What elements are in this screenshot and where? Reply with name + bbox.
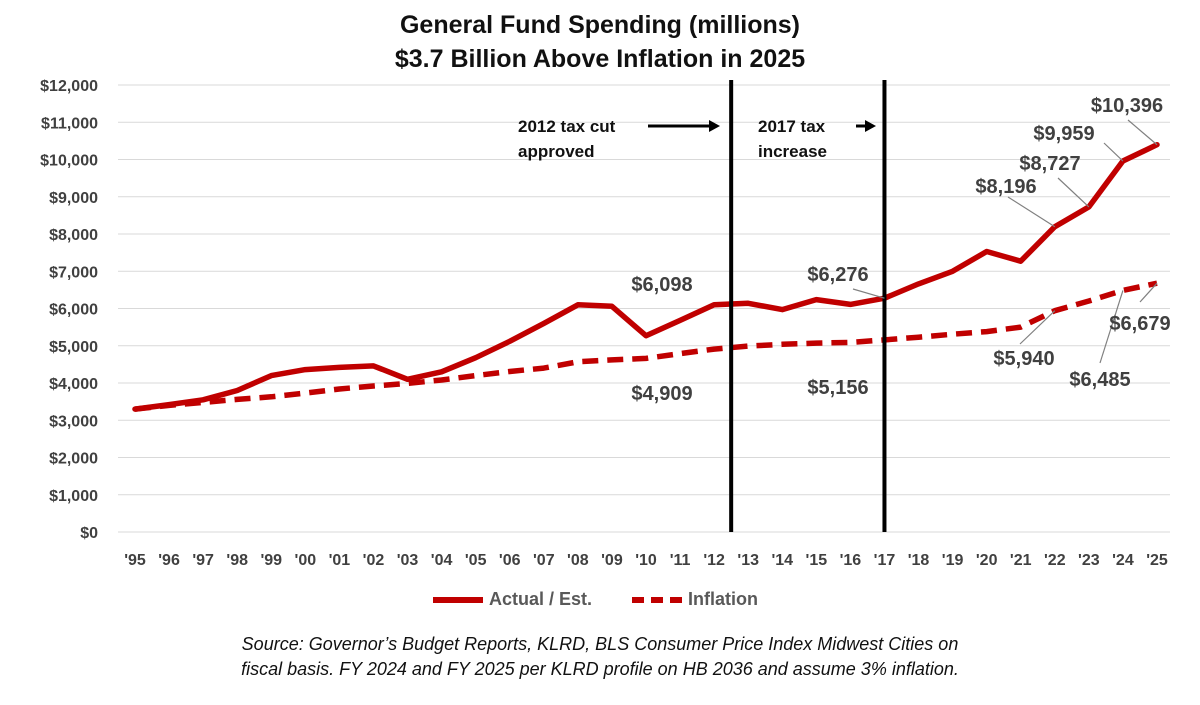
x-tick-label: '14 [771,552,793,569]
x-tick-label: '96 [158,552,180,569]
event-label: 2017 tax [758,117,826,136]
y-tick-label: $11,000 [41,115,98,132]
data-label-leader [1057,177,1090,208]
legend-swatch-dashed [632,596,682,603]
data-label-leader [1019,310,1056,345]
legend-swatch-solid [433,596,483,603]
chart-title-line1: General Fund Spending (millions) [399,11,800,39]
y-tick-label: $6,000 [49,302,98,319]
x-tick-label: '98 [226,552,248,569]
data-label: $4,909 [631,383,692,405]
x-tick-label: '02 [363,552,385,569]
legend-label-inflation: Inflation [688,589,758,609]
y-tick-label: $0 [80,525,98,542]
data-label: $9,959 [1033,123,1094,145]
x-tick-label: '10 [635,552,657,569]
y-tick-label: $1,000 [49,488,98,505]
x-tick-label: '23 [1078,552,1100,569]
x-tick-label: '95 [124,552,146,569]
x-tick-label: '01 [329,552,351,569]
series-line-actual [132,141,1160,412]
y-tick-label: $9,000 [49,190,98,207]
x-tick-label: '05 [465,552,487,569]
x-tick-label: '03 [397,552,419,569]
data-label-leader [1099,290,1124,364]
x-tick-label: '00 [295,552,317,569]
data-label: $6,485 [1069,369,1130,391]
data-label-leader [1007,196,1056,228]
x-tick-label: '24 [1112,552,1134,569]
data-label: $6,276 [807,264,868,286]
data-label-leader [1139,282,1158,303]
x-tick-label: '16 [840,552,862,569]
x-tick-label: '06 [499,552,521,569]
data-label: $10,396 [1091,95,1163,117]
y-tick-label: $2,000 [49,451,98,468]
chart-title-line2: $3.7 Billion Above Inflation in 2025 [394,45,806,73]
x-tick-label: '18 [908,552,930,569]
x-tick-label: '25 [1146,552,1168,569]
line-chart: $0 $1,000 $2,000 $3,000 $4,000 $5,000 $6,000 $7… [40,78,1170,569]
legend: Actual / Est. Inflation [0,589,1200,615]
data-label: $5,156 [807,377,868,399]
y-tick-label: $8,000 [49,227,98,244]
data-label: $6,098 [631,274,692,296]
y-tick-label: $5,000 [49,339,98,356]
x-tick-label: '19 [942,552,964,569]
x-tick-label: '12 [703,552,725,569]
source-line2: fiscal basis. FY 2024 and FY 2025 per KL… [241,659,959,679]
x-tick-label: '09 [601,552,623,569]
x-tick-label: '11 [670,552,691,569]
event-label: 2012 tax cut [518,117,616,136]
legend-item-actual: Actual / Est. [433,589,592,610]
x-tick-label: '08 [567,552,589,569]
event-label: increase [758,142,827,161]
series-line-inflation [134,280,1158,412]
x-tick-label: '22 [1044,552,1066,569]
event-label: approved [518,142,595,161]
data-label-leader [1127,119,1158,146]
data-label-leader [852,288,885,299]
x-tick-label: '97 [192,552,214,569]
y-tick-label: $12,000 [40,78,98,95]
legend-item-inflation: Inflation [632,589,758,610]
x-tick-label: '15 [806,552,828,569]
x-tick-label: '07 [533,552,555,569]
event-arrow-head [709,120,720,132]
data-label-leader [1103,142,1124,162]
x-tick-label: '21 [1010,552,1032,569]
y-tick-label: $7,000 [49,264,98,281]
x-tick-label: '20 [976,552,998,569]
y-tick-label: $4,000 [49,376,98,393]
x-tick-label: '04 [431,552,453,569]
source-line1: Source: Governor’s Budget Reports, KLRD,… [241,634,959,654]
y-tick-label: $10,000 [40,153,98,170]
x-tick-label: '13 [737,552,759,569]
event-arrow-head [865,120,876,132]
data-label: $6,679 [1109,313,1170,335]
source-note: Source: Governor’s Budget Reports, KLRD,… [0,632,1200,682]
x-tick-label: '17 [874,552,896,569]
data-label: $8,196 [975,176,1036,198]
data-label: $5,940 [993,348,1054,370]
x-tick-label: '99 [260,552,282,569]
data-label: $8,727 [1019,153,1080,175]
y-tick-label: $3,000 [49,413,98,430]
legend-label-actual: Actual / Est. [489,589,593,609]
